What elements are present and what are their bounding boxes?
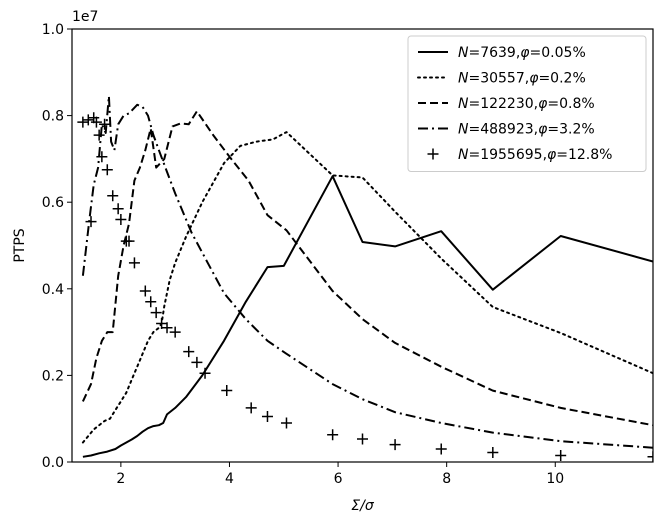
data-point (99, 118, 111, 130)
data-point (128, 257, 140, 269)
legend-label: N=122230,φ=0.8% (458, 96, 595, 112)
y-axis-title: PTPS (12, 228, 28, 262)
series-line (81, 95, 653, 449)
x-axis: 2 4 6 8 10 (116, 462, 564, 487)
data-point (150, 307, 162, 319)
data-point (261, 411, 273, 423)
x-tick-label: 2 (116, 471, 125, 487)
y-tick-label: 0.2 (42, 368, 64, 384)
data-point (221, 385, 233, 397)
series-line (81, 110, 653, 427)
data-point (389, 439, 401, 451)
legend-item: N=488923,φ=3.2% (418, 122, 595, 138)
y-axis: 0.0 0.2 0.4 0.6 0.8 1.0 (42, 22, 72, 471)
legend-item: N=7639,φ=0.05% (418, 45, 586, 61)
data-point (647, 451, 653, 462)
data-point (327, 429, 339, 441)
y-tick-label: 0.4 (42, 282, 64, 298)
y-tick-label: 0.6 (42, 195, 64, 211)
legend-item: N=30557,φ=0.2% (417, 71, 586, 87)
legend-item: N=122230,φ=0.8% (418, 96, 595, 112)
axes-frame (71, 28, 654, 463)
x-axis-title: Σ/σ (351, 498, 375, 514)
data-point (77, 116, 89, 128)
y-tick-label: 1.0 (42, 22, 64, 38)
x-tick-label: 10 (546, 471, 564, 487)
data-point (555, 450, 567, 462)
legend: N=7639,φ=0.05% N=30557,φ=0.2% N=122230,φ=0… (407, 35, 647, 172)
data-point (93, 129, 105, 141)
data-point (101, 164, 113, 176)
x-tick-label: 4 (225, 471, 234, 487)
data-point (487, 446, 499, 458)
data-point (183, 346, 195, 358)
series-dashed (81, 110, 653, 427)
legend-box (407, 35, 647, 172)
data-point (435, 443, 447, 455)
data-point (90, 116, 102, 128)
data-point (199, 367, 211, 379)
series-dotted (81, 131, 653, 444)
x-tick-label: 6 (334, 471, 343, 487)
legend-label: N=488923,φ=3.2% (458, 122, 595, 138)
y-multiplier-label: 1e7 (72, 9, 98, 25)
data-point (123, 235, 135, 247)
data-point (280, 417, 292, 429)
legend-label: N=1955695,φ=12.8% (458, 147, 612, 163)
y-tick-label: 0.0 (42, 455, 64, 471)
series-line (81, 131, 653, 444)
data-point (82, 114, 94, 126)
data-point (145, 296, 157, 308)
data-point (107, 190, 119, 202)
data-point (357, 433, 368, 445)
x-tick-label: 8 (442, 471, 451, 487)
data-point (245, 402, 257, 414)
series-plus (77, 112, 653, 462)
series-layer (77, 95, 653, 462)
series-solid (82, 175, 653, 458)
legend-label: N=7639,φ=0.05% (458, 45, 586, 61)
legend-marker (427, 148, 439, 160)
plot-border (71, 28, 654, 463)
data-point (85, 216, 97, 228)
data-point (112, 203, 124, 215)
data-point (169, 326, 181, 338)
data-point (139, 285, 151, 297)
legend-label: N=30557,φ=0.2% (458, 71, 586, 87)
data-point (161, 322, 173, 334)
legend-item: N=1955695,φ=12.8% (427, 147, 612, 163)
data-point (96, 151, 108, 163)
y-tick-label: 0.8 (42, 109, 64, 125)
data-point (191, 356, 203, 368)
series-dashdot (81, 95, 653, 449)
data-point (115, 214, 127, 226)
series-line (82, 175, 653, 458)
